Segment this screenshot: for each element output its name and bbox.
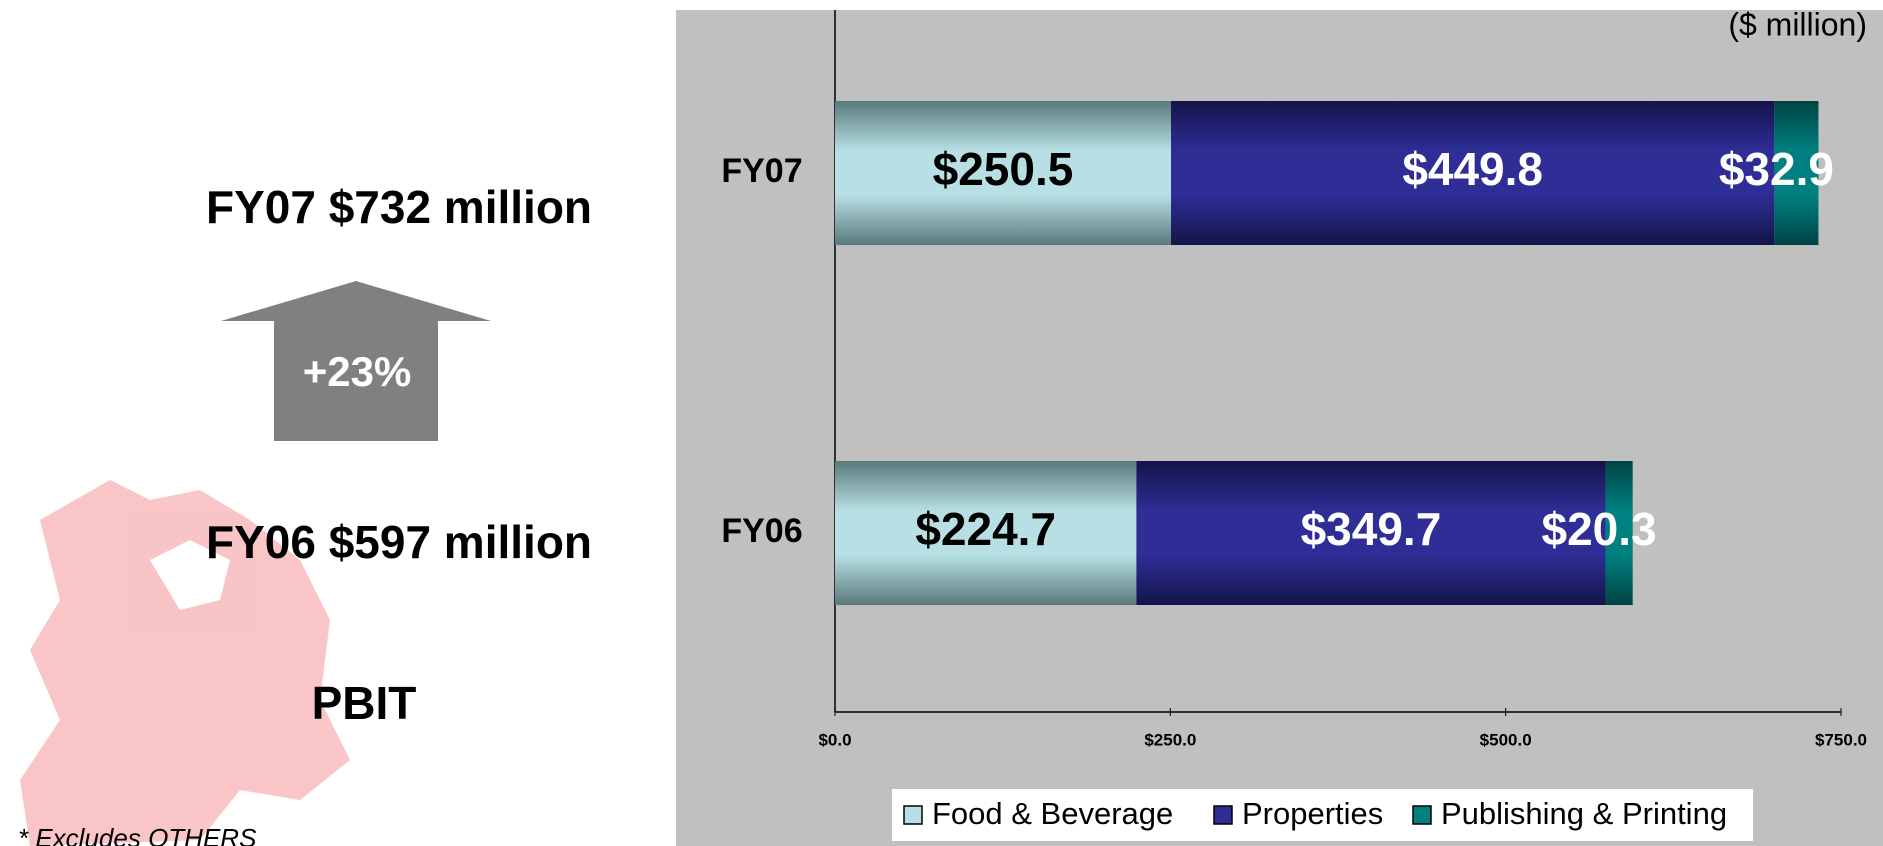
bar-segment	[1774, 101, 1819, 245]
data-label: $224.7	[915, 503, 1056, 555]
bar-segment	[835, 461, 1137, 605]
metric-label: PBIT	[312, 677, 417, 729]
footnote: * Excludes OTHERS	[18, 823, 257, 846]
data-label: $20.3	[1542, 503, 1657, 555]
fy06-total: FY06 $597 million	[206, 516, 592, 568]
data-label: $32.9	[1719, 143, 1834, 195]
bar-segment	[835, 101, 1172, 245]
unit-note: ($ million)	[1728, 6, 1867, 42]
bar-segment	[1171, 101, 1775, 245]
legend-swatch	[1412, 805, 1432, 825]
category-label: FY07	[721, 152, 802, 190]
legend-swatch	[903, 805, 923, 825]
data-label: $349.7	[1301, 503, 1442, 555]
growth-arrow	[221, 281, 491, 441]
data-label: $449.8	[1402, 143, 1543, 195]
fy07-total: FY07 $732 million	[206, 181, 592, 233]
x-tick-label: $0.0	[818, 730, 851, 749]
legend-label: Publishing & Printing	[1441, 796, 1727, 831]
x-tick-label: $250.0	[1144, 730, 1196, 749]
legend-swatch	[1213, 805, 1233, 825]
x-tick-label: $750.0	[1815, 730, 1867, 749]
watermark	[20, 480, 350, 846]
legend-label: Food & Beverage	[932, 796, 1173, 831]
data-label: $250.5	[933, 143, 1074, 195]
bar-segment	[1136, 461, 1606, 605]
x-tick-label: $500.0	[1480, 730, 1532, 749]
legend-label: Properties	[1242, 796, 1383, 831]
growth-label: +23%	[303, 348, 412, 395]
bar-segment	[1605, 461, 1633, 605]
legend	[892, 789, 1753, 841]
category-label: FY06	[721, 512, 802, 550]
